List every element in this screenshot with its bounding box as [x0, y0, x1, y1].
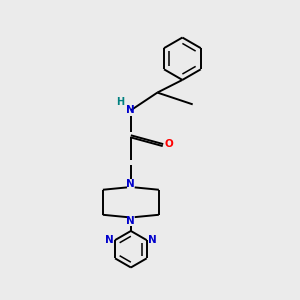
Text: O: O	[165, 139, 173, 149]
Text: N: N	[148, 235, 157, 245]
Text: N: N	[105, 235, 113, 245]
Text: H: H	[116, 97, 124, 107]
Text: N: N	[127, 179, 135, 189]
Text: N: N	[127, 105, 135, 115]
Text: N: N	[127, 216, 135, 226]
